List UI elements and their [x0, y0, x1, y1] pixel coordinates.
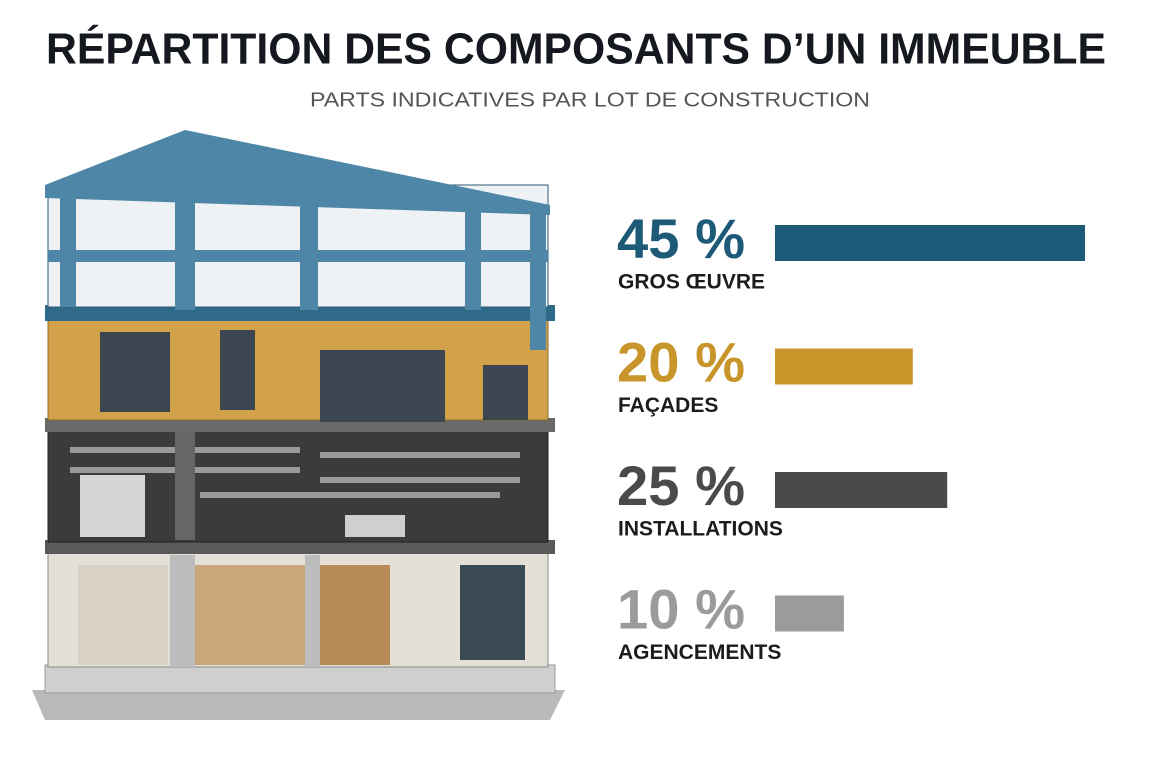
value-label: 45 %: [617, 207, 745, 270]
bar: [775, 595, 844, 632]
category-label: GROS ŒUVRE: [618, 271, 765, 294]
bar: [775, 225, 1085, 261]
category-label: FAÇADES: [618, 394, 718, 417]
building-illustration: [32, 130, 565, 720]
category-label: INSTALLATIONS: [618, 518, 783, 541]
value-label: 10 %: [617, 577, 745, 640]
value-label: 20 %: [617, 330, 745, 393]
category-label: AGENCEMENTS: [618, 641, 781, 664]
bar: [775, 348, 913, 385]
subtitle: PARTS INDICATIVES PAR LOT DE CONSTRUCTIO…: [310, 89, 870, 111]
title: RÉPARTITION DES COMPOSANTS D’UN IMMEUBLE: [46, 24, 1106, 74]
bar: [775, 472, 948, 508]
value-label: 25 %: [617, 454, 745, 517]
